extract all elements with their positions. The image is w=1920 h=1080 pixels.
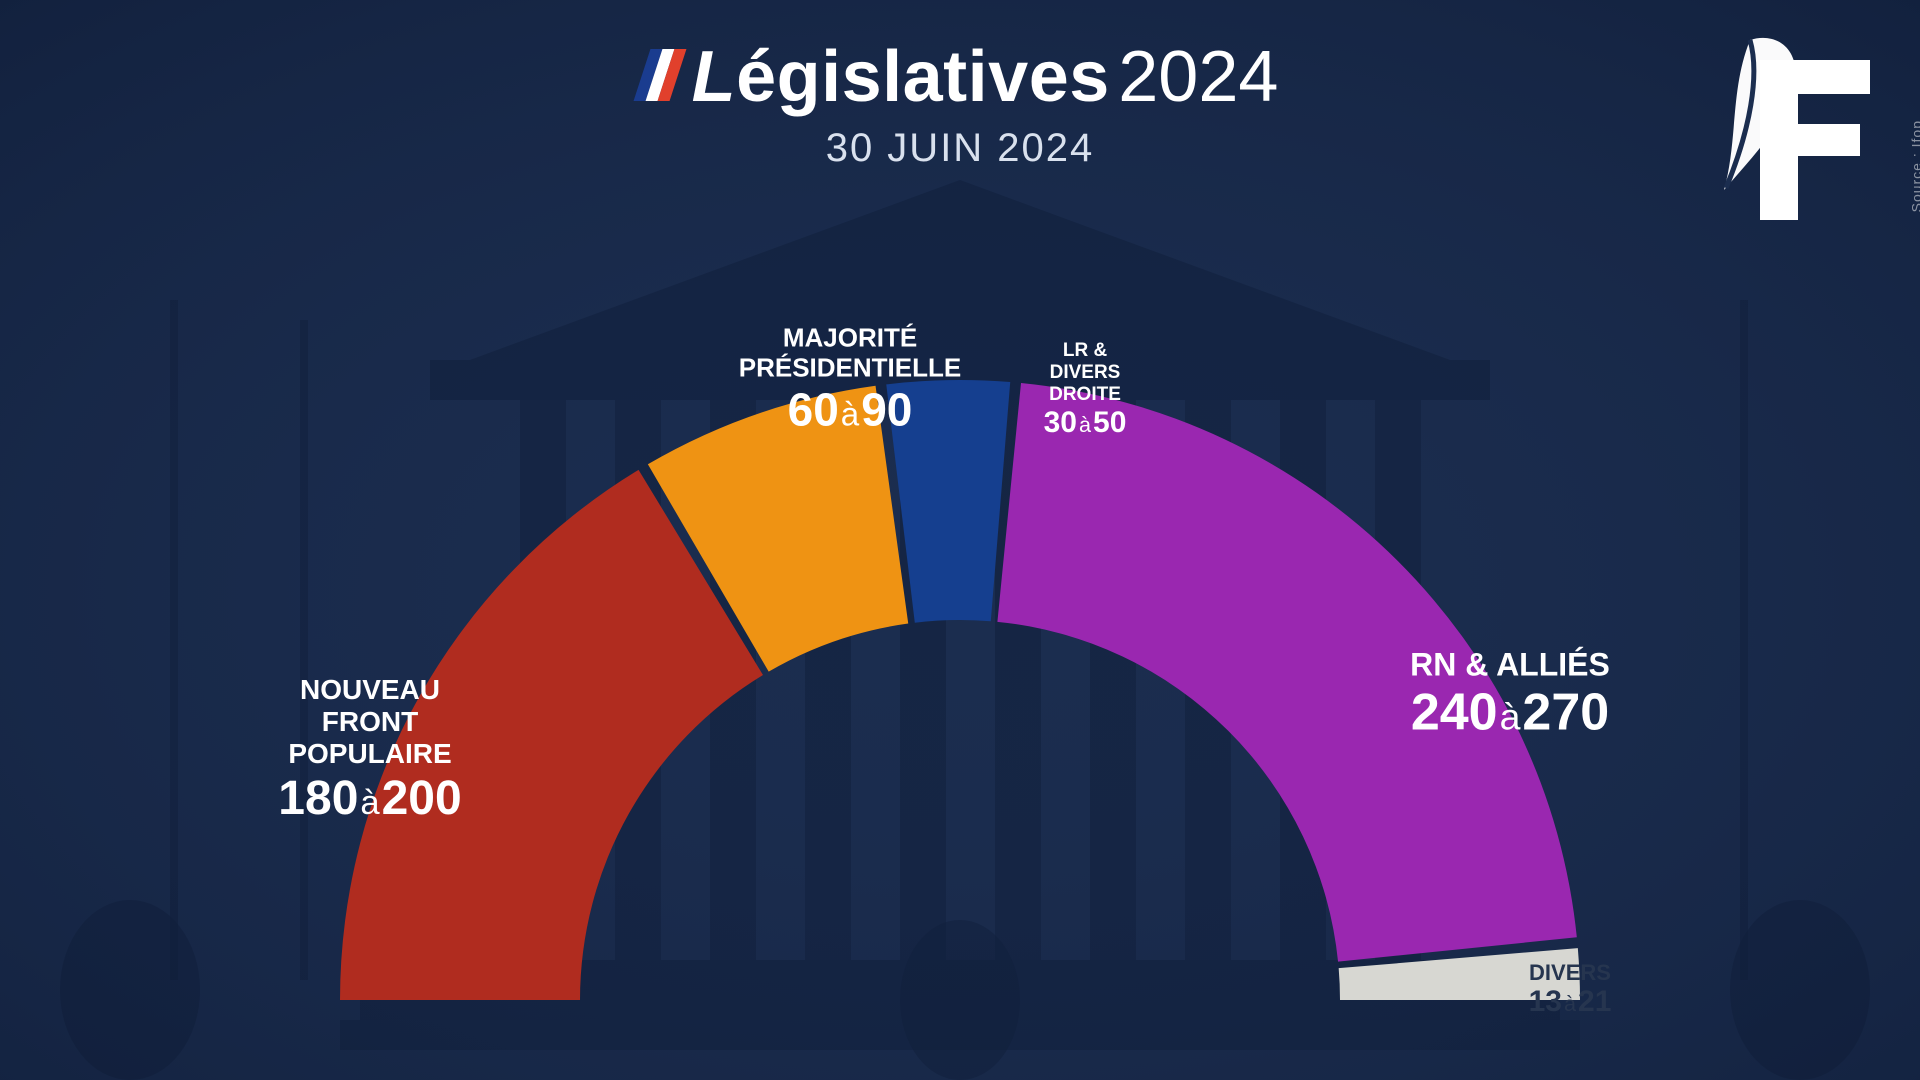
segment-label-lr: LR &DIVERSDROITE30à50 <box>1044 340 1127 440</box>
segment-label-div: DIVERS13à21 <box>1529 960 1612 1020</box>
segment-label-maj: MAJORITÉPRÉSIDENTIELLE60à90 <box>739 324 961 437</box>
stage: Législatives 2024 30 JUIN 2024 NOUVEAUFR… <box>0 0 1920 1080</box>
segment-label-rn: RN & ALLIÉS240à270 <box>1410 647 1610 744</box>
seat-projection-chart <box>0 0 1920 1080</box>
segment-label-nfp: NOUVEAUFRONTPOPULAIRE180à200 <box>278 674 461 826</box>
source-tag: Source : Ifop <box>1908 120 1920 212</box>
